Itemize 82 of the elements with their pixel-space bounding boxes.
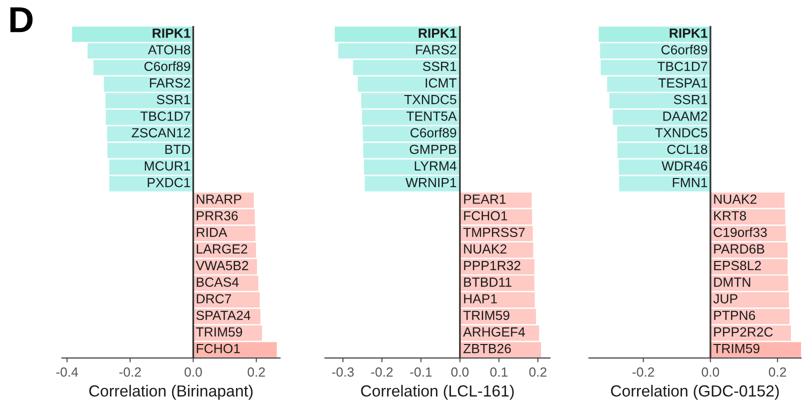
category-label: PPP1R32 bbox=[464, 260, 520, 270]
category-label: SSR1 bbox=[674, 94, 708, 104]
x-tick-label: 0.0 bbox=[702, 367, 720, 377]
x-tick-label: -0.2 bbox=[119, 367, 141, 377]
x-tick-label: 0.2 bbox=[248, 367, 265, 377]
x-tick-label: 0.2 bbox=[768, 367, 786, 377]
category-label: KRT8 bbox=[714, 211, 746, 220]
category-label: PEAR1 bbox=[464, 194, 506, 204]
category-label: NUAK2 bbox=[714, 194, 756, 204]
category-label: RIDA bbox=[196, 228, 228, 237]
x-tick-label: 0.0 bbox=[451, 367, 469, 377]
bar bbox=[710, 342, 801, 358]
category-label: TMPRSS7 bbox=[463, 228, 525, 238]
category-label: JUP bbox=[713, 294, 738, 304]
category-label: PPP2R2C bbox=[714, 327, 773, 337]
category-label: PXDC1 bbox=[148, 178, 190, 188]
category-label: FARS2 bbox=[150, 78, 190, 88]
category-label: MCUR1 bbox=[144, 161, 190, 171]
category-label: ZSCAN12 bbox=[132, 128, 190, 138]
bar bbox=[334, 26, 460, 42]
category-label: WDR46 bbox=[662, 161, 708, 171]
category-label: SSR1 bbox=[156, 94, 190, 104]
category-label: TRIM59 bbox=[713, 344, 760, 354]
x-tick-label: 0.0 bbox=[184, 367, 202, 377]
bar bbox=[598, 26, 710, 42]
category-label: TBC1D7 bbox=[657, 62, 708, 72]
category-label: BCAS4 bbox=[196, 278, 239, 287]
category-label: BTD bbox=[165, 144, 190, 154]
category-label: TRIM59 bbox=[463, 310, 510, 320]
category-label: TESPA1 bbox=[658, 78, 708, 88]
category-label: SPATA24 bbox=[196, 310, 250, 320]
category-label: PTPN6 bbox=[714, 310, 756, 320]
category-label: RIPK1 bbox=[418, 28, 456, 38]
category-label: GMPPB bbox=[410, 144, 456, 154]
text: D bbox=[10, 7, 33, 32]
category-label: TXNDC5 bbox=[404, 94, 456, 104]
category-label: TXNDC5 bbox=[655, 128, 708, 138]
x-tick-label: 0.2 bbox=[529, 367, 546, 377]
x-axis-title: Correlation (Birinapant) bbox=[89, 384, 253, 400]
category-label: DAAM2 bbox=[663, 112, 708, 121]
category-label: DRC7 bbox=[196, 294, 232, 304]
category-label: ATOH8 bbox=[148, 45, 190, 54]
x-axis-title: Correlation (LCL-161) bbox=[361, 384, 514, 400]
category-label: NRARP bbox=[196, 194, 242, 204]
category-label: RIPK1 bbox=[670, 28, 708, 38]
category-label: PRR36 bbox=[196, 211, 238, 220]
category-label: FCHO1 bbox=[464, 211, 508, 220]
category-label: CCL18 bbox=[667, 144, 708, 154]
category-label: C6orf89 bbox=[661, 44, 708, 54]
category-label: C6orf89 bbox=[144, 61, 190, 72]
bar bbox=[72, 26, 194, 42]
category-label: FCHO1 bbox=[196, 344, 240, 354]
x-tick-label: -0.1 bbox=[410, 367, 432, 377]
bar bbox=[193, 342, 277, 358]
category-label: NUAK2 bbox=[464, 244, 506, 254]
category-label: HAP1 bbox=[464, 294, 497, 304]
category-label: ZBTB26 bbox=[463, 344, 511, 354]
category-label: DMTN bbox=[714, 278, 750, 287]
category-label: TENT5A bbox=[406, 112, 457, 121]
x-tick-label: 0.1 bbox=[490, 367, 508, 377]
category-label: TBC1D7 bbox=[140, 112, 190, 121]
x-axis-title: Correlation (GDC-0152) bbox=[611, 384, 779, 400]
category-label: WRNIP1 bbox=[406, 178, 456, 188]
category-label: SSR1 bbox=[422, 62, 456, 72]
category-label: C19orf33 bbox=[714, 227, 767, 238]
x-tick-label: -0.2 bbox=[371, 367, 393, 377]
category-label: C6orf89 bbox=[410, 128, 456, 138]
category-label: FARS2 bbox=[416, 45, 456, 54]
x-tick-label: -0.3 bbox=[332, 367, 354, 377]
category-label: TRIM59 bbox=[196, 327, 242, 337]
x-tick-label: -0.4 bbox=[56, 367, 78, 377]
category-label: RIPK1 bbox=[152, 28, 190, 38]
category-label: FMN1 bbox=[672, 178, 708, 188]
category-label: VWA5B2 bbox=[196, 260, 248, 270]
category-label: LYRM4 bbox=[414, 161, 456, 171]
category-label: EPS8L2 bbox=[714, 260, 761, 270]
x-tick-label: -0.2 bbox=[632, 367, 654, 377]
category-label: BTBD11 bbox=[464, 278, 512, 287]
category-label: LARGE2 bbox=[196, 244, 248, 254]
category-label: PARD6B bbox=[714, 244, 764, 254]
category-label: ARHGEF4 bbox=[463, 327, 525, 337]
category-label: ICMT bbox=[426, 78, 456, 88]
